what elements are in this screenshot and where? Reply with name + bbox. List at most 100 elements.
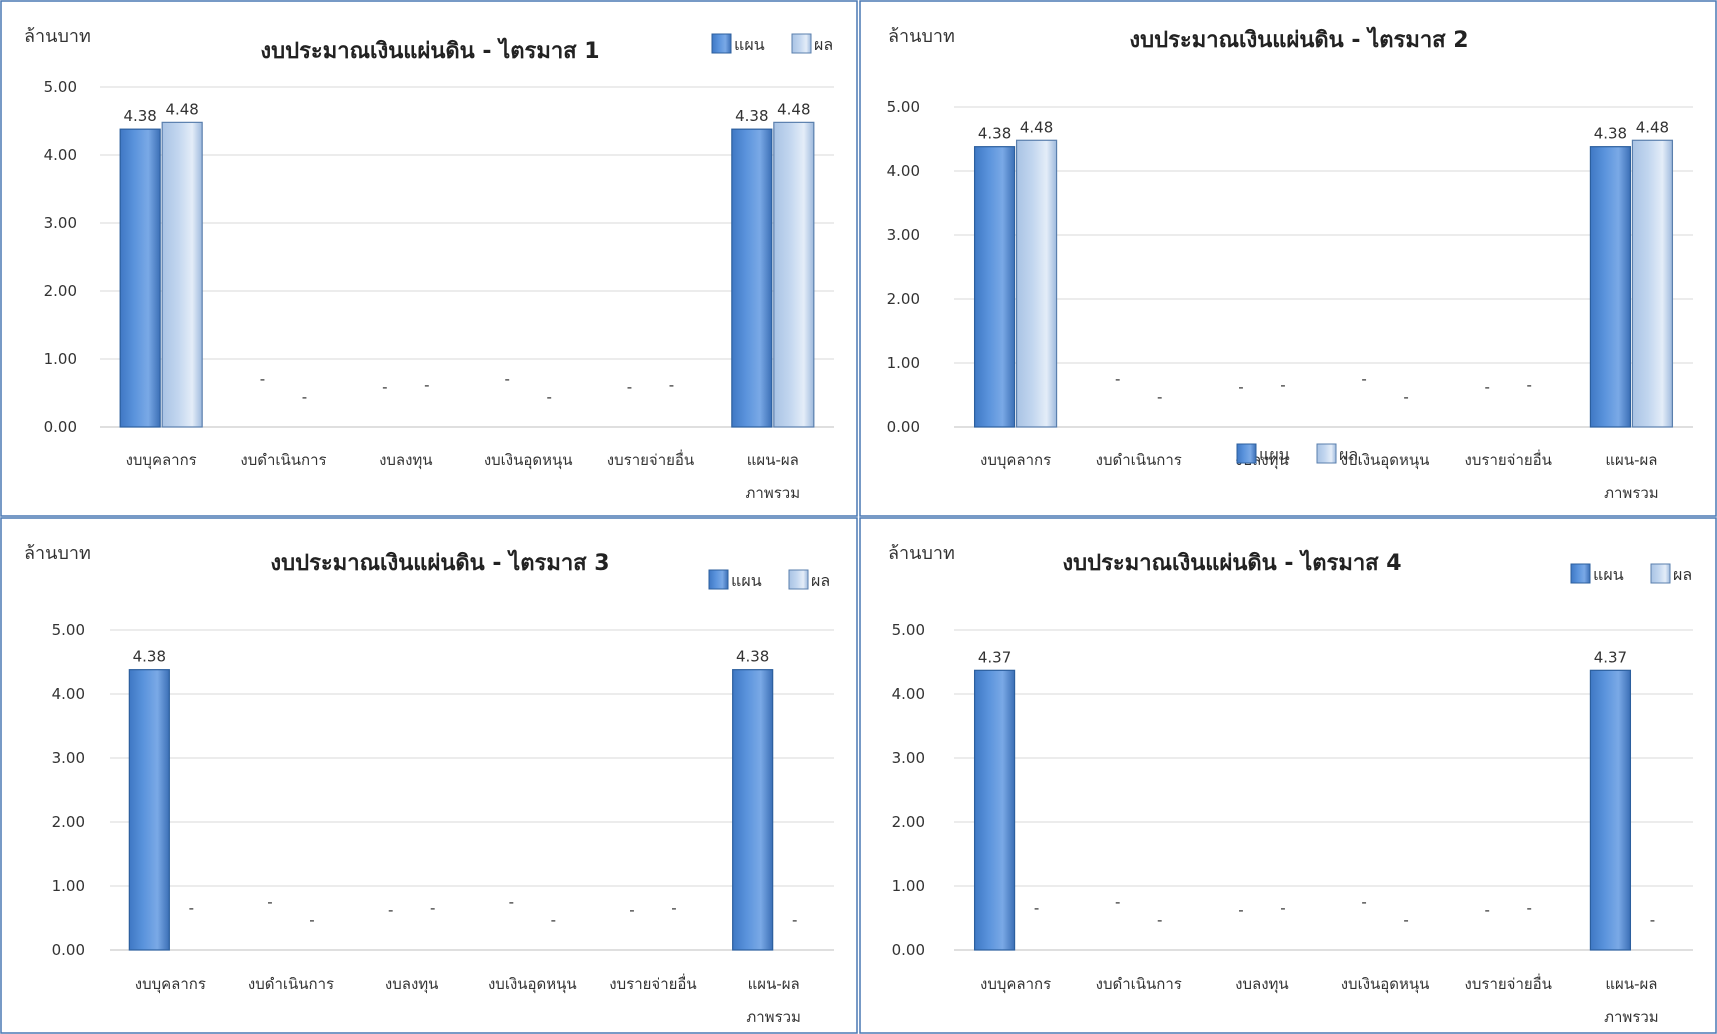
data-label: 4.38 [736,648,769,666]
data-label: - [388,901,393,919]
x-tick-label: งบดำเนินการ [1096,451,1182,469]
x-tick-label: งบเงินอุดหนุน [1341,975,1430,994]
y-tick-label: 4.00 [892,685,925,703]
chart-title: งบประมาณเงินแผ่นดิน - ไตรมาส 1 [260,37,599,64]
data-label: - [430,899,435,917]
y-tick-label: 5.00 [892,621,925,639]
data-label: - [382,378,387,396]
bar-plan [973,146,1016,428]
y-tick-label: 1.00 [52,877,85,895]
y-tick-label: 4.00 [44,146,77,164]
data-label: 4.38 [123,107,156,125]
y-tick-label: 5.00 [44,78,77,96]
chart-title: งบประมาณเงินแผ่นดิน - ไตรมาส 2 [1129,26,1468,53]
x-tick-label: ภาพรวม [1604,1008,1659,1026]
data-label: 4.38 [1594,125,1627,143]
legend-swatch [1316,443,1337,464]
data-label: - [509,893,514,911]
x-tick-label: แผน-ผล [1605,975,1657,993]
chart-panel-q3: 0.00 1.00 2.00 3.00 4.00 5.00 ล้านบาท งบประมาณเ… [0,517,858,1034]
x-tick-label: แผน-ผล [748,975,800,993]
bar-plan [1589,669,1632,951]
y-tick-label: 0.00 [892,941,925,959]
data-label: - [1650,911,1655,929]
bar-plan [731,128,773,428]
y-tick-label: 1.00 [887,354,920,372]
bar-plan [128,669,170,951]
x-tick-label: แผน-ผล [747,451,799,469]
y-tick-label: 3.00 [52,749,85,767]
legend: แผน ผล [708,569,830,590]
data-label: - [792,911,797,929]
legend-label: แผน [731,571,762,590]
y-tick-label: 1.00 [892,877,925,895]
data-label: 4.48 [777,100,810,118]
x-tick-label: งบเงินอุดหนุน [488,975,577,994]
data-label: - [1361,893,1366,911]
data-label: 4.48 [1020,118,1053,136]
y-tick-label: 3.00 [892,749,925,767]
y-axis-unit: ล้านบาท [24,26,91,47]
chart-panel-q1: 0.00 1.00 2.00 3.00 4.00 5.00 ล้านบาท งบประมาณเ… [0,0,858,517]
data-label: - [1527,899,1532,917]
x-tick-label: งบบุคลากร [135,975,206,994]
x-tick-label: งบเงินอุดหนุน [1341,451,1430,470]
data-label: - [1238,378,1243,396]
legend-label: ผล [811,571,830,590]
y-tick-label: 5.00 [887,98,920,116]
y-tick-label: 5.00 [52,621,85,639]
x-tick-label: งบบุคลากร [126,451,197,470]
data-label: - [309,911,314,929]
y-tick-label: 2.00 [44,282,77,300]
data-label: - [424,376,429,394]
data-label: - [504,370,509,388]
legend-label: แผน [734,35,765,54]
data-label: - [671,899,676,917]
data-label: - [1403,388,1408,406]
y-axis-unit: ล้านบาท [888,543,955,564]
data-label: - [1157,911,1162,929]
legend-swatch [1570,563,1591,584]
chart-panel-q4: 0.00 1.00 2.00 3.00 4.00 5.00 ล้านบาท งบประมาณเ… [859,517,1717,1034]
legend-label: แผน [1593,565,1624,584]
data-label: - [629,901,634,919]
x-tick-label: งบรายจ่ายอื่น [1465,449,1552,469]
x-tick-label: ภาพรวม [1604,484,1659,502]
legend-swatch [708,569,729,590]
data-label: - [627,378,632,396]
legend-label: ผล [1673,565,1692,584]
data-label: - [1361,370,1366,388]
y-tick-label: 0.00 [52,941,85,959]
x-tick-label: ภาพรวม [746,1008,801,1026]
y-tick-label: 2.00 [887,290,920,308]
legend-swatch [791,33,812,54]
x-tick-label: งบดำเนินการ [1096,975,1182,993]
x-tick-label: งบดำเนินการ [240,451,326,469]
y-axis-unit: ล้านบาท [24,543,91,564]
legend: แผน ผล [1570,563,1692,584]
bar-result [1631,139,1674,428]
y-tick-label: 2.00 [52,813,85,831]
legend-swatch [788,569,809,590]
x-tick-label: แผน-ผล [1605,451,1657,469]
data-label: - [1403,911,1408,929]
y-tick-label: 2.00 [892,813,925,831]
y-tick-label: 1.00 [44,350,77,368]
bar-result [161,121,203,428]
legend: แผน ผล [1236,443,1358,464]
data-label: - [260,370,265,388]
data-label: - [189,899,194,917]
data-label: 4.38 [735,107,768,125]
x-tick-label: งบรายจ่ายอื่น [609,973,696,993]
data-label: - [551,911,556,929]
y-axis-unit: ล้านบาท [888,26,955,47]
data-label: 4.37 [978,648,1011,666]
bar-result [1015,139,1058,428]
x-tick-label: งบบุคลากร [980,975,1051,994]
data-label: - [1485,901,1490,919]
data-label: - [302,388,307,406]
legend: แผน ผล [711,33,833,54]
legend-swatch [711,33,732,54]
bar-result [773,121,815,428]
chart-svg: 0.00 1.00 2.00 3.00 4.00 5.00 ล้านบาท งบประมาณเ… [859,0,1717,517]
